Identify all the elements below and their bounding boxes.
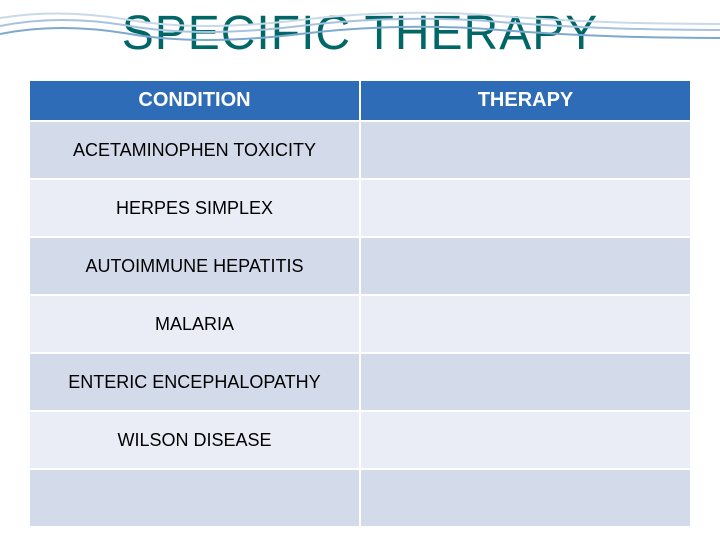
cell-condition: MALARIA <box>29 295 360 353</box>
cell-condition: HERPES SIMPLEX <box>29 179 360 237</box>
cell-condition: ENTERIC ENCEPHALOPATHY <box>29 353 360 411</box>
cell-condition: AUTOIMMUNE HEPATITIS <box>29 237 360 295</box>
col-header-therapy: THERAPY <box>360 80 691 121</box>
cell-condition: ACETAMINOPHEN TOXICITY <box>29 121 360 179</box>
cell-therapy <box>360 237 691 295</box>
cell-therapy <box>360 469 691 527</box>
table-row: AUTOIMMUNE HEPATITIS <box>29 237 691 295</box>
cell-therapy <box>360 121 691 179</box>
therapy-table: CONDITION THERAPY ACETAMINOPHEN TOXICITY… <box>28 79 692 528</box>
cell-therapy <box>360 295 691 353</box>
table-row: HERPES SIMPLEX <box>29 179 691 237</box>
cell-condition: WILSON DISEASE <box>29 411 360 469</box>
cell-therapy <box>360 411 691 469</box>
cell-therapy <box>360 353 691 411</box>
table-row: ACETAMINOPHEN TOXICITY <box>29 121 691 179</box>
table-header-row: CONDITION THERAPY <box>29 80 691 121</box>
table-row: ENTERIC ENCEPHALOPATHY <box>29 353 691 411</box>
table-row <box>29 469 691 527</box>
table-row: MALARIA <box>29 295 691 353</box>
cell-therapy <box>360 179 691 237</box>
table-row: WILSON DISEASE <box>29 411 691 469</box>
page-title: SPECIFIC THERAPY <box>0 6 720 61</box>
cell-condition <box>29 469 360 527</box>
col-header-condition: CONDITION <box>29 80 360 121</box>
therapy-table-container: CONDITION THERAPY ACETAMINOPHEN TOXICITY… <box>28 79 692 528</box>
